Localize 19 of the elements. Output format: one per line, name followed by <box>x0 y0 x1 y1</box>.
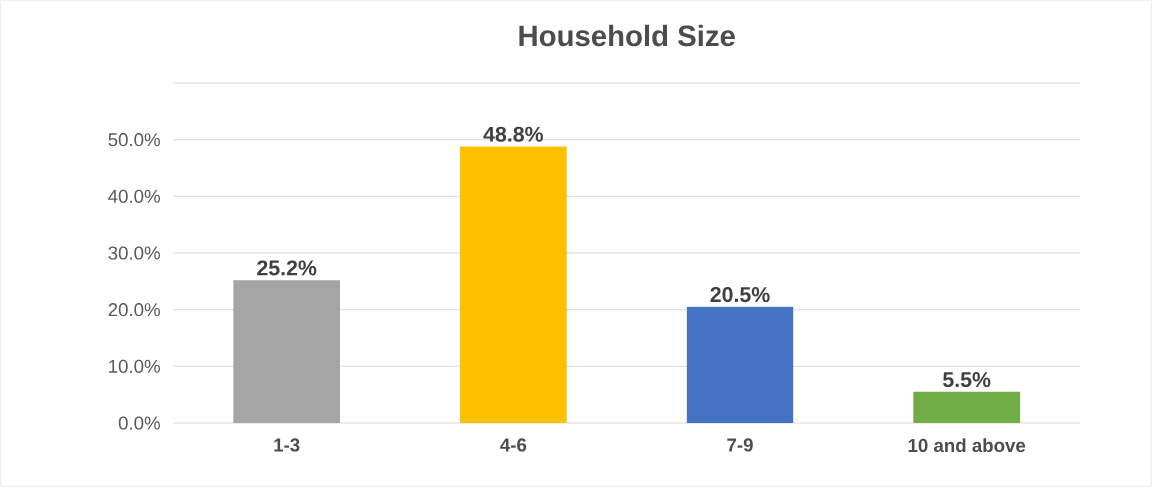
x-tick-label: 10 and above <box>908 438 1026 453</box>
bar <box>913 391 1020 423</box>
x-tick-label: 1-3 <box>274 438 300 452</box>
bar <box>460 146 567 423</box>
y-tick-label: 50.0% <box>108 133 160 147</box>
data-label: 20.5% <box>710 287 770 303</box>
data-label: 48.8% <box>483 126 544 142</box>
data-label: 25.2% <box>257 260 317 276</box>
bar <box>233 280 341 423</box>
y-tick-label: 0.0% <box>118 416 160 430</box>
data-label: 5.5% <box>943 372 991 388</box>
y-tick-label: 40.0% <box>108 189 160 203</box>
y-tick-label: 30.0% <box>108 246 160 260</box>
y-tick-label: 10.0% <box>109 359 160 373</box>
chart-title: Household Size <box>519 24 735 47</box>
x-tick-label: 7-9 <box>727 438 753 452</box>
x-tick-label: 4-6 <box>500 438 527 452</box>
y-tick-label: 20.0% <box>108 303 160 317</box>
bar <box>686 306 794 423</box>
